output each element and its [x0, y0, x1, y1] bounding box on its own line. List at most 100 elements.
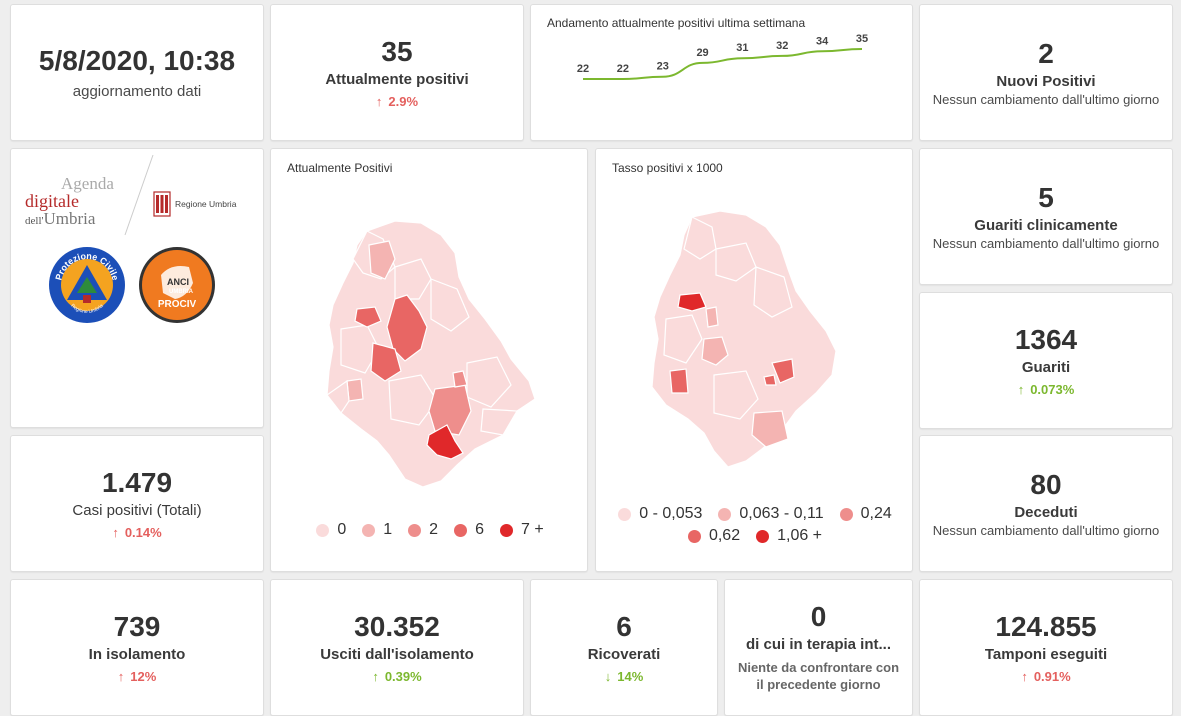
agenda-digitale-logo: Agenda digitale dell'Umbria [25, 175, 135, 228]
nuovi-positivi-card[interactable]: 2 Nuovi Positivi Nessun cambiamento dall… [919, 4, 1173, 141]
legend-label: 2 [429, 521, 439, 538]
trend-data-label: 34 [816, 35, 829, 47]
legend-label: 0,063 - 0,11 [739, 505, 824, 522]
anci-umbria-prociv-logo: ANCI UMBRIA PROCIV [139, 247, 215, 323]
trend-data-label: 23 [657, 61, 669, 73]
trend-chart-title: Andamento attualmente positivi ultima se… [547, 16, 806, 30]
guariti-label: Guariti [1021, 358, 1071, 376]
anci-prociv-text: PROCIV [158, 299, 197, 310]
arrow-up-icon: ↑ [375, 93, 383, 109]
terapia-label: di cui in terapia int... [745, 635, 892, 653]
trend-chart-card[interactable]: Andamento attualmente positivi ultima se… [530, 4, 913, 141]
trend-data-label: 32 [776, 40, 788, 52]
attualmente-positivi-card[interactable]: 35 Attualmente positivi ↑ 2.9% [270, 4, 524, 141]
update-card: 5/8/2020, 10:38 aggiornamento dati [10, 4, 264, 141]
delta-value: 0.39% [384, 668, 422, 684]
legend-label: 0 - 0,053 [639, 505, 703, 522]
map-positivi-legend-item[interactable]: 2 [408, 521, 438, 539]
map-positivi-legend: 0 1 2 6 7 + [271, 519, 587, 541]
agenda-logo-umbria: Umbria [43, 209, 96, 228]
guariti-clinicamente-note: Nessun cambiamento dall'ultimo giorno [932, 235, 1160, 251]
tamponi-delta: ↑ 0.91% [1021, 669, 1070, 684]
ricoverati-card[interactable]: 6 Ricoverati ↓ 14% [530, 579, 718, 716]
casi-totali-value: 1.479 [101, 467, 173, 499]
guariti-clinicamente-card[interactable]: 5 Guariti clinicamente Nessun cambiament… [919, 148, 1173, 285]
map-positivi-legend-item[interactable]: 0 [316, 521, 346, 539]
arrow-down-icon: ↓ [604, 668, 612, 684]
tamponi-card[interactable]: 124.855 Tamponi eseguiti ↑ 0.91% [919, 579, 1173, 716]
umbria-map-tasso[interactable] [596, 149, 913, 572]
ricoverati-value: 6 [616, 611, 632, 643]
regione-umbria-logo: Regione Umbria [153, 191, 236, 217]
map-tasso-legend-item[interactable]: 0,24 [839, 505, 892, 523]
map-tasso-legend-item[interactable]: 0 - 0,053 [618, 505, 702, 523]
delta-value: 0.91% [1033, 668, 1071, 684]
trend-data-label: 29 [696, 47, 708, 59]
tamponi-value: 124.855 [995, 611, 1097, 643]
delta-value: 0.073% [1030, 381, 1075, 397]
delta-value: 14% [617, 668, 644, 684]
usciti-value: 30.352 [354, 611, 440, 643]
guariti-value: 1364 [1014, 324, 1078, 356]
guariti-card[interactable]: 1364 Guariti ↑ 0.073% [919, 292, 1173, 429]
legend-swatch-icon [839, 507, 853, 521]
map-positivi-legend-item[interactable]: 1 [362, 521, 392, 539]
usciti-delta: ↑ 0.39% [372, 669, 421, 684]
legend-label: 7 + [520, 521, 544, 538]
legend-label: 0,62 [708, 527, 741, 544]
regione-umbria-label: Regione Umbria [175, 199, 237, 209]
map-positivi-legend-item[interactable]: 6 [454, 521, 484, 539]
map-tasso-title: Tasso positivi x 1000 [612, 161, 723, 175]
terapia-card[interactable]: 0 di cui in terapia int... Niente da con… [724, 579, 913, 716]
agenda-logo-dell: dell' [25, 215, 44, 227]
attualmente-positivi-value: 35 [381, 36, 413, 68]
isolamento-value: 739 [113, 611, 161, 643]
ricoverati-delta: ↓ 14% [605, 669, 644, 684]
legend-label: 1 [383, 521, 393, 538]
delta-value: 12% [130, 668, 157, 684]
logos-card: Agenda digitale dell'Umbria Regione Umbr… [10, 148, 264, 428]
map-tasso-legend-item[interactable]: 0,62 [687, 527, 741, 545]
legend-swatch-icon [499, 523, 513, 537]
casi-totali-label: Casi positivi (Totali) [72, 501, 202, 519]
attualmente-positivi-label: Attualmente positivi [325, 70, 469, 88]
attualmente-positivi-delta: ↑ 2.9% [376, 94, 418, 109]
delta-value: 0.14% [124, 524, 162, 540]
delta-value: 2.9% [388, 93, 419, 109]
map-positivi-title: Attualmente Positivi [287, 161, 393, 175]
legend-swatch-icon [408, 523, 422, 537]
deceduti-card[interactable]: 80 Deceduti Nessun cambiamento dall'ulti… [919, 435, 1173, 572]
legend-swatch-icon [618, 507, 632, 521]
protezione-civile-logo: Protezione Civile Regione Umbria [49, 247, 125, 323]
tamponi-label: Tamponi eseguiti [984, 645, 1108, 663]
map-positivi-card[interactable]: Attualmente Positivi 0 1 2 6 7 + [270, 148, 588, 572]
umbria-map-positivi[interactable] [271, 149, 588, 572]
map-tasso-card[interactable]: Tasso positivi x 1000 0 - 0,053 0,063 - 0… [595, 148, 913, 572]
legend-label: 6 [475, 521, 484, 538]
arrow-up-icon: ↑ [1017, 381, 1025, 397]
logo-divider [124, 154, 154, 236]
isolamento-card[interactable]: 739 In isolamento ↑ 12% [10, 579, 264, 716]
map-tasso-legend-item[interactable]: 0,063 - 0,11 [718, 505, 824, 523]
terapia-value: 0 [810, 601, 827, 633]
guariti-delta: ↑ 0.073% [1018, 382, 1075, 397]
nuovi-positivi-value: 2 [1038, 38, 1054, 70]
casi-totali-delta: ↑ 0.14% [112, 525, 161, 540]
legend-swatch-icon [687, 529, 701, 543]
legend-label: 1,06 + [777, 527, 823, 544]
trend-line [583, 48, 863, 80]
terapia-note: Niente da confrontare con il precedente … [737, 659, 900, 693]
usciti-label: Usciti dall'isolamento [320, 645, 474, 663]
update-label: aggiornamento dati [72, 83, 202, 101]
isolamento-delta: ↑ 12% [118, 669, 157, 684]
arrow-up-icon: ↑ [372, 668, 379, 684]
casi-totali-card[interactable]: 1.479 Casi positivi (Totali) ↑ 0.14% [10, 435, 264, 572]
arrow-up-icon: ↑ [112, 524, 119, 540]
usciti-card[interactable]: 30.352 Usciti dall'isolamento ↑ 0.39% [270, 579, 524, 716]
agenda-logo-line3: dell'Umbria [25, 210, 135, 228]
ricoverati-label: Ricoverati [587, 645, 661, 663]
agenda-logo-line1: Agenda [61, 174, 114, 193]
legend-label: 0 [337, 521, 347, 538]
map-tasso-legend-item[interactable]: 1,06 + [756, 527, 822, 545]
map-positivi-legend-item[interactable]: 7 + [499, 521, 544, 539]
